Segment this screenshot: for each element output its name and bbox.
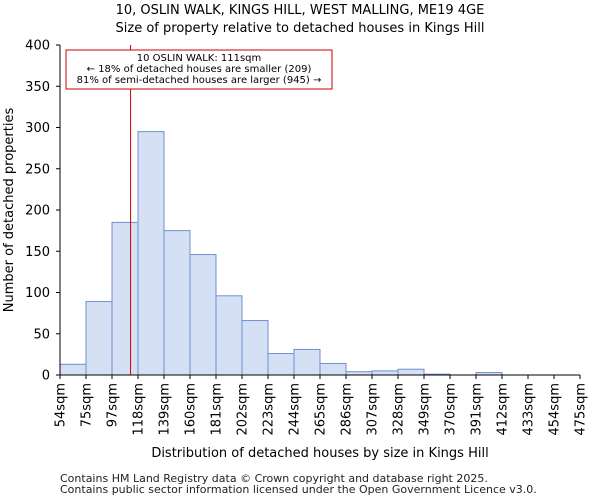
y-tick-label: 200 bbox=[25, 204, 50, 219]
x-tick-label: 244sqm bbox=[288, 383, 303, 436]
bar-139sqm bbox=[163, 230, 191, 376]
bar-160sqm bbox=[189, 254, 217, 376]
x-tick-label: 54sqm bbox=[54, 383, 69, 427]
x-tick-label: 370sqm bbox=[444, 383, 459, 436]
x-tick-label: 307sqm bbox=[366, 383, 381, 436]
annotation-line-1: 10 OSLIN WALK: 111sqm bbox=[137, 53, 262, 64]
bar-202sqm bbox=[241, 320, 269, 376]
x-tick-label: 202sqm bbox=[236, 383, 251, 436]
y-tick-label: 150 bbox=[25, 245, 50, 260]
bar-54sqm bbox=[59, 363, 87, 376]
x-tick-label: 118sqm bbox=[132, 383, 147, 436]
chart-subtitle: Size of property relative to detached ho… bbox=[115, 21, 485, 36]
x-tick-label: 286sqm bbox=[340, 383, 355, 436]
x-tick-label: 433sqm bbox=[522, 383, 537, 436]
bar-181sqm bbox=[215, 295, 243, 376]
annotation-line-2: ← 18% of detached houses are smaller (20… bbox=[87, 64, 312, 75]
y-axis-label: Number of detached properties bbox=[2, 108, 17, 313]
x-axis-label: Distribution of detached houses by size … bbox=[151, 446, 488, 461]
x-tick-label: 223sqm bbox=[262, 383, 277, 436]
x-tick-label: 139sqm bbox=[158, 383, 173, 436]
x-tick-label: 97sqm bbox=[106, 383, 121, 427]
bar-244sqm bbox=[293, 348, 321, 376]
annotation-line-3: 81% of semi-detached houses are larger (… bbox=[77, 75, 322, 86]
chart-title: 10, OSLIN WALK, KINGS HILL, WEST MALLING… bbox=[115, 3, 485, 18]
x-tick-label: 349sqm bbox=[418, 383, 433, 436]
bar-118sqm bbox=[137, 131, 165, 376]
x-tick-label: 454sqm bbox=[548, 383, 563, 436]
x-tick-label: 328sqm bbox=[392, 383, 407, 436]
x-tick-label: 412sqm bbox=[496, 383, 511, 436]
x-tick-label: 265sqm bbox=[314, 383, 329, 436]
x-tick-label: 181sqm bbox=[210, 383, 225, 436]
y-tick-label: 400 bbox=[25, 39, 50, 54]
annotation-box bbox=[65, 49, 333, 90]
y-tick-label: 250 bbox=[25, 162, 50, 177]
y-tick-label: 350 bbox=[25, 80, 50, 95]
bar-223sqm bbox=[267, 353, 295, 376]
bar-265sqm bbox=[319, 362, 347, 376]
footer-line-1: Contains HM Land Registry data © Crown c… bbox=[60, 472, 488, 485]
bar-307sqm bbox=[371, 370, 399, 376]
y-tick-label: 50 bbox=[33, 327, 50, 342]
y-tick-label: 0 bbox=[42, 369, 50, 384]
footer-line-2: Contains public sector information licen… bbox=[60, 483, 537, 496]
bar-75sqm bbox=[85, 301, 113, 376]
y-tick-label: 300 bbox=[25, 121, 50, 136]
bar-328sqm bbox=[397, 368, 425, 376]
x-tick-label: 475sqm bbox=[574, 383, 589, 436]
x-tick-label: 160sqm bbox=[184, 383, 199, 436]
x-tick-label: 75sqm bbox=[80, 383, 95, 427]
bar-97sqm bbox=[111, 221, 139, 376]
x-tick-label: 391sqm bbox=[470, 383, 485, 436]
y-tick-label: 100 bbox=[25, 286, 50, 301]
